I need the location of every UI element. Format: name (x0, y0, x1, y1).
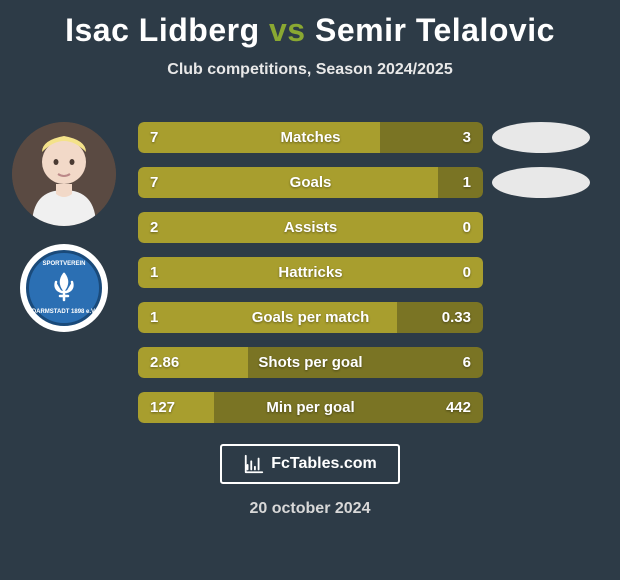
stat-label: Shots per goal (138, 354, 483, 371)
comparison-title: Isac Lidberg vs Semir Telalovic (0, 0, 620, 49)
branding-text: FcTables.com (271, 455, 377, 473)
vs-word: vs (269, 12, 306, 48)
subtitle: Club competitions, Season 2024/2025 (0, 61, 620, 79)
stat-row: 10.33Goals per match (138, 302, 483, 333)
right-ellipses (492, 122, 590, 198)
stat-label: Matches (138, 129, 483, 146)
left-column: SPORTVEREIN DARMSTADT 1898 e.V. (8, 122, 120, 332)
player1-name: Isac Lidberg (65, 12, 260, 48)
branding-box: FcTables.com (220, 444, 400, 484)
stat-label: Min per goal (138, 399, 483, 416)
club-badge-inner: SPORTVEREIN DARMSTADT 1898 e.V. (26, 250, 102, 326)
player2-name: Semir Telalovic (315, 12, 555, 48)
avatar-placeholder-icon (12, 122, 116, 226)
placeholder-ellipse (492, 122, 590, 153)
stat-label: Hattricks (138, 264, 483, 281)
stat-label: Goals per match (138, 309, 483, 326)
club-text-top: SPORTVEREIN (29, 261, 99, 267)
stat-rows: 73Matches 71Goals 20Assists 10Hattricks 10.3… (138, 122, 483, 423)
stat-row: 20Assists (138, 212, 483, 243)
player1-club-badge: SPORTVEREIN DARMSTADT 1898 e.V. (20, 244, 108, 332)
stat-row: 71Goals (138, 167, 483, 198)
stat-label: Goals (138, 174, 483, 191)
stat-row: 2.866Shots per goal (138, 347, 483, 378)
stat-row: 127442Min per goal (138, 392, 483, 423)
player1-avatar (12, 122, 116, 226)
lily-icon (48, 272, 80, 304)
stat-row: 73Matches (138, 122, 483, 153)
club-text-bottom: DARMSTADT 1898 e.V. (29, 309, 99, 315)
date: 20 october 2024 (0, 500, 620, 518)
stat-label: Assists (138, 219, 483, 236)
chart-icon (243, 453, 265, 475)
stat-row: 10Hattricks (138, 257, 483, 288)
placeholder-ellipse (492, 167, 590, 198)
